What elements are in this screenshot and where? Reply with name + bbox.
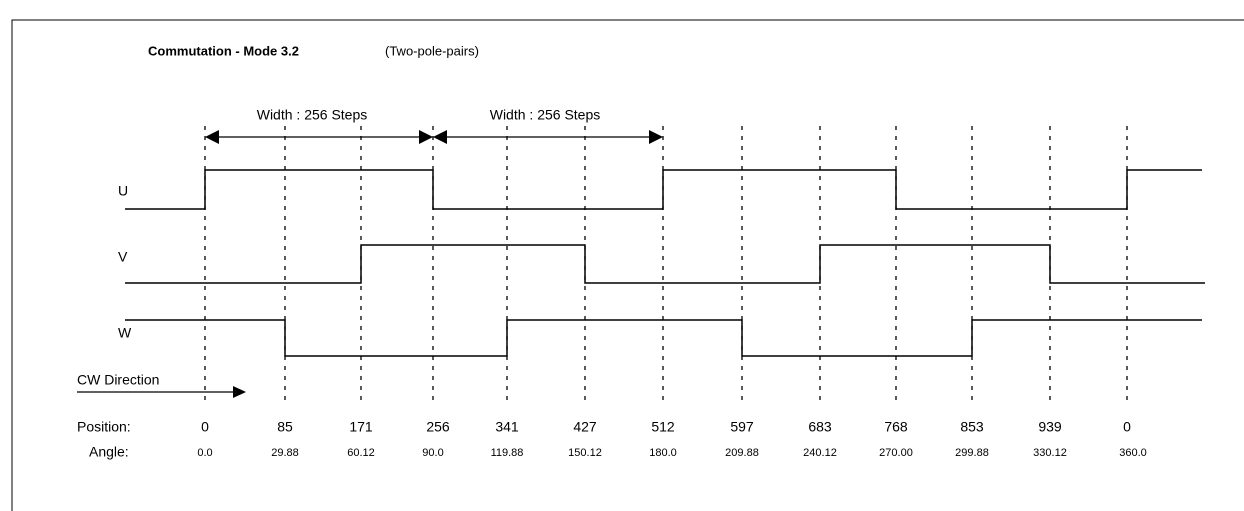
position-value: 939: [1038, 419, 1062, 435]
arrowhead: [433, 130, 447, 144]
signal-label: U: [118, 183, 128, 199]
position-value: 427: [573, 419, 597, 435]
signal-label: W: [118, 325, 132, 341]
width-label: Width : 256 Steps: [257, 107, 368, 123]
angle-value: 60.12: [347, 447, 375, 459]
scale-labels: 0 85 171 256 341 427 512 597 683 768 853 939 0 0.0 29.…: [197, 419, 1146, 459]
position-value: 853: [960, 419, 984, 435]
angle-value: 180.0: [649, 447, 677, 459]
signal-label: V: [118, 249, 128, 265]
w-wave: [125, 319, 1202, 357]
angle-value: 299.88: [955, 447, 989, 459]
arrowhead: [233, 386, 246, 398]
angle-value: 330.12: [1033, 447, 1067, 459]
angle-value: 360.0: [1119, 447, 1147, 459]
position-value: 512: [651, 419, 675, 435]
dash-lines: [204, 126, 1128, 400]
angle-value: 29.88: [271, 447, 299, 459]
position-value: 683: [808, 419, 832, 435]
position-value: 171: [349, 419, 373, 435]
position-value: 0: [1123, 419, 1131, 435]
position-label: Position:: [77, 419, 131, 435]
angle-value: 90.0: [422, 447, 443, 459]
subtitle: (Two-pole-pairs): [385, 43, 479, 58]
v-wave: [125, 244, 1205, 284]
position-value: 85: [277, 419, 293, 435]
width-label: Width : 256 Steps: [490, 107, 601, 123]
frame: [11, 19, 1244, 511]
u-wave: [125, 169, 1202, 210]
position-value: 341: [495, 419, 519, 435]
position-value: 0: [201, 419, 209, 435]
position-value: 256: [426, 419, 450, 435]
position-value: 597: [730, 419, 754, 435]
angle-value: 240.12: [803, 447, 837, 459]
arrowhead: [205, 130, 219, 144]
direction-label: CW Direction: [77, 372, 159, 388]
angle-label: Angle:: [89, 444, 129, 460]
angle-value: 0.0: [197, 447, 212, 459]
angle-value: 270.00: [879, 447, 913, 459]
angle-value: 209.88: [725, 447, 759, 459]
title: Commutation - Mode 3.2: [148, 43, 299, 58]
arrowhead: [419, 130, 433, 144]
angle-value: 150.12: [568, 447, 602, 459]
position-value: 768: [884, 419, 908, 435]
arrowhead: [649, 130, 663, 144]
angle-value: 119.88: [491, 447, 524, 459]
